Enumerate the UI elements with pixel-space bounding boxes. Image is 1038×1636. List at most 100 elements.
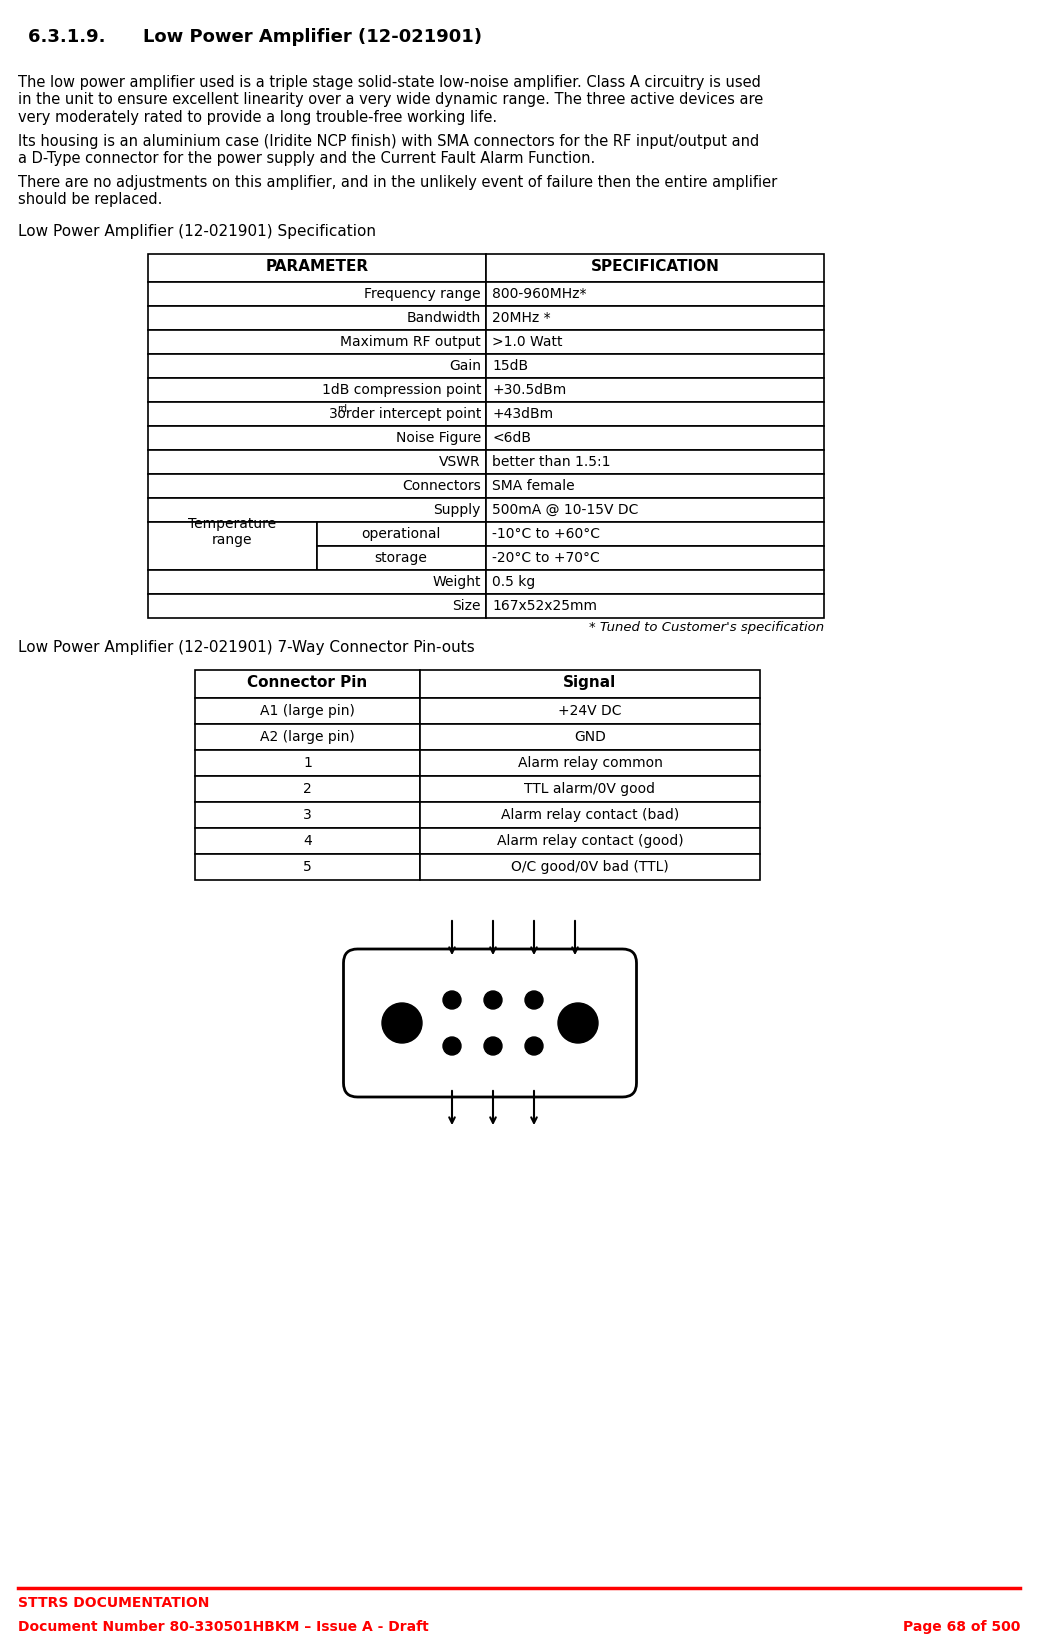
Text: Maximum RF output: Maximum RF output (340, 335, 481, 348)
Bar (486, 402, 824, 425)
Circle shape (484, 991, 502, 1009)
Text: 6.3.1.9.      Low Power Amplifier (12-021901): 6.3.1.9. Low Power Amplifier (12-021901) (28, 28, 482, 46)
Text: 3: 3 (303, 808, 311, 821)
Bar (148, 330, 486, 353)
Text: Weight: Weight (433, 574, 481, 589)
Circle shape (484, 1037, 502, 1055)
Text: * Tuned to Customer's specification: * Tuned to Customer's specification (589, 622, 824, 635)
Circle shape (443, 991, 461, 1009)
Text: Noise Figure: Noise Figure (395, 430, 481, 445)
Bar (148, 450, 486, 474)
Circle shape (558, 1003, 598, 1044)
Text: 1dB compression point: 1dB compression point (322, 383, 481, 398)
Text: The low power amplifier used is a triple stage solid-state low-noise amplifier. : The low power amplifier used is a triple… (18, 75, 763, 124)
Text: Its housing is an aluminium case (Iridite NCP finish) with SMA connectors for th: Its housing is an aluminium case (Iridit… (18, 134, 759, 167)
Bar (148, 353, 486, 378)
Text: +30.5dBm: +30.5dBm (492, 383, 567, 398)
Text: A1 (large pin): A1 (large pin) (261, 703, 355, 718)
Circle shape (525, 991, 543, 1009)
Bar (420, 699, 760, 725)
Bar (486, 281, 824, 306)
Bar (420, 828, 760, 854)
Text: 5: 5 (303, 861, 311, 874)
Bar (486, 425, 824, 450)
Bar (486, 497, 824, 522)
Bar (486, 450, 824, 474)
Text: order intercept point: order intercept point (332, 407, 481, 420)
Bar (420, 802, 760, 828)
Text: Signal: Signal (564, 676, 617, 690)
Bar (486, 306, 824, 330)
Text: 167x52x25mm: 167x52x25mm (492, 599, 597, 614)
Text: 4: 4 (303, 834, 311, 847)
Text: A2 (large pin): A2 (large pin) (261, 730, 355, 744)
Text: SMA female: SMA female (492, 479, 575, 492)
Bar (195, 725, 420, 749)
Text: rd: rd (337, 404, 347, 414)
Bar (420, 775, 760, 802)
Bar (486, 546, 824, 569)
Bar (486, 378, 824, 402)
Bar (148, 254, 486, 281)
Text: <6dB: <6dB (492, 430, 531, 445)
Text: Low Power Amplifier (12-021901) Specification: Low Power Amplifier (12-021901) Specific… (18, 224, 376, 239)
Text: -10°C to +60°C: -10°C to +60°C (492, 527, 600, 542)
Text: +24V DC: +24V DC (558, 703, 622, 718)
Bar (420, 725, 760, 749)
Bar (486, 330, 824, 353)
Text: TTL alarm/0V good: TTL alarm/0V good (524, 782, 656, 797)
Text: Low Power Amplifier (12-021901) 7-Way Connector Pin-outs: Low Power Amplifier (12-021901) 7-Way Co… (18, 640, 474, 654)
Circle shape (382, 1003, 422, 1044)
Text: GND: GND (574, 730, 606, 744)
Bar (195, 828, 420, 854)
Bar (486, 594, 824, 618)
Text: VSWR: VSWR (439, 455, 481, 470)
Text: 2: 2 (303, 782, 311, 797)
Text: Alarm relay common: Alarm relay common (518, 756, 662, 771)
Bar (486, 474, 824, 497)
Text: Bandwidth: Bandwidth (407, 311, 481, 326)
Text: Temperature
range: Temperature range (188, 517, 276, 546)
Text: -20°C to +70°C: -20°C to +70°C (492, 551, 600, 564)
Bar (420, 671, 760, 699)
Text: SPECIFICATION: SPECIFICATION (591, 258, 719, 273)
Text: Supply: Supply (434, 502, 481, 517)
Text: 0.5 kg: 0.5 kg (492, 574, 536, 589)
Bar (195, 699, 420, 725)
Text: Alarm relay contact (bad): Alarm relay contact (bad) (501, 808, 679, 821)
Bar (148, 425, 486, 450)
Text: Frequency range: Frequency range (364, 286, 481, 301)
Text: storage: storage (375, 551, 428, 564)
Text: 20MHz *: 20MHz * (492, 311, 550, 326)
Bar (195, 802, 420, 828)
Text: Connector Pin: Connector Pin (247, 676, 367, 690)
Text: operational: operational (361, 527, 441, 542)
Text: 15dB: 15dB (492, 358, 528, 373)
Text: There are no adjustments on this amplifier, and in the unlikely event of failure: There are no adjustments on this amplifi… (18, 175, 777, 208)
Bar (195, 671, 420, 699)
Bar (148, 569, 486, 594)
Bar (148, 497, 486, 522)
Bar (486, 353, 824, 378)
Text: O/C good/0V bad (TTL): O/C good/0V bad (TTL) (511, 861, 668, 874)
Text: better than 1.5:1: better than 1.5:1 (492, 455, 610, 470)
Bar (148, 378, 486, 402)
Bar (195, 749, 420, 775)
Text: Gain: Gain (449, 358, 481, 373)
Text: 500mA @ 10-15V DC: 500mA @ 10-15V DC (492, 502, 638, 517)
Text: 800-960MHz*: 800-960MHz* (492, 286, 586, 301)
Bar (148, 306, 486, 330)
Text: Page 68 of 500: Page 68 of 500 (903, 1620, 1020, 1634)
Bar (486, 254, 824, 281)
Bar (420, 854, 760, 880)
Bar (486, 522, 824, 546)
Text: Document Number 80-330501HBKM – Issue A - Draft: Document Number 80-330501HBKM – Issue A … (18, 1620, 429, 1634)
Bar (195, 775, 420, 802)
Text: >1.0 Watt: >1.0 Watt (492, 335, 563, 348)
Text: +43dBm: +43dBm (492, 407, 553, 420)
Bar (148, 594, 486, 618)
Text: Connectors: Connectors (403, 479, 481, 492)
Bar (148, 402, 486, 425)
Circle shape (525, 1037, 543, 1055)
Text: Alarm relay contact (good): Alarm relay contact (good) (497, 834, 683, 847)
